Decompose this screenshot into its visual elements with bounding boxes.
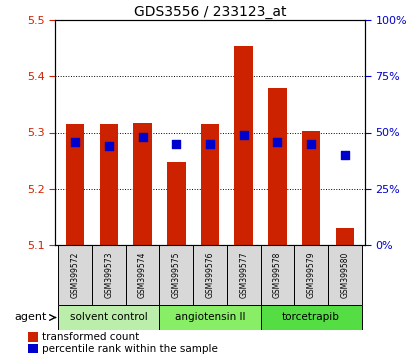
Bar (301, 131, 319, 245)
Point (106, 143, 112, 149)
Text: GSM399575: GSM399575 (171, 252, 180, 298)
Point (274, 139, 280, 144)
Bar (260, 245, 294, 305)
Text: percentile rank within the sample: percentile rank within the sample (42, 344, 217, 354)
Point (139, 134, 146, 140)
Bar (126, 245, 159, 305)
Bar (193, 245, 226, 305)
Text: angiotensin II: angiotensin II (174, 313, 245, 322)
Bar (335, 228, 353, 245)
Bar (66, 124, 84, 245)
Bar (234, 46, 252, 245)
Bar (159, 245, 193, 305)
Text: GSM399576: GSM399576 (205, 252, 214, 298)
Bar (294, 245, 327, 305)
Text: GSM399579: GSM399579 (306, 252, 315, 298)
Text: GSM399580: GSM399580 (339, 252, 348, 298)
Point (206, 141, 213, 147)
Bar (226, 245, 260, 305)
Bar (58, 245, 92, 305)
Bar (267, 87, 286, 245)
Title: GDS3556 / 233123_at: GDS3556 / 233123_at (133, 5, 285, 19)
Point (240, 132, 246, 138)
Bar (327, 245, 361, 305)
Text: GSM399574: GSM399574 (138, 252, 147, 298)
Bar (28, 332, 38, 342)
Point (341, 152, 347, 158)
Point (307, 141, 314, 147)
Text: GSM399577: GSM399577 (238, 252, 247, 298)
Bar (159, 305, 260, 330)
Point (72, 139, 78, 144)
Text: GSM399578: GSM399578 (272, 252, 281, 298)
Bar (133, 123, 151, 245)
Text: GSM399573: GSM399573 (104, 252, 113, 298)
Text: GSM399572: GSM399572 (70, 252, 79, 298)
Bar (58, 305, 159, 330)
Text: torcetrapib: torcetrapib (281, 313, 339, 322)
Bar (28, 344, 38, 353)
Text: transformed count: transformed count (42, 332, 139, 342)
Bar (92, 245, 126, 305)
Text: agent: agent (14, 313, 47, 322)
Bar (166, 162, 185, 245)
Bar (260, 305, 361, 330)
Text: solvent control: solvent control (70, 313, 147, 322)
Bar (99, 124, 118, 245)
Bar (200, 124, 219, 245)
Point (173, 141, 179, 147)
